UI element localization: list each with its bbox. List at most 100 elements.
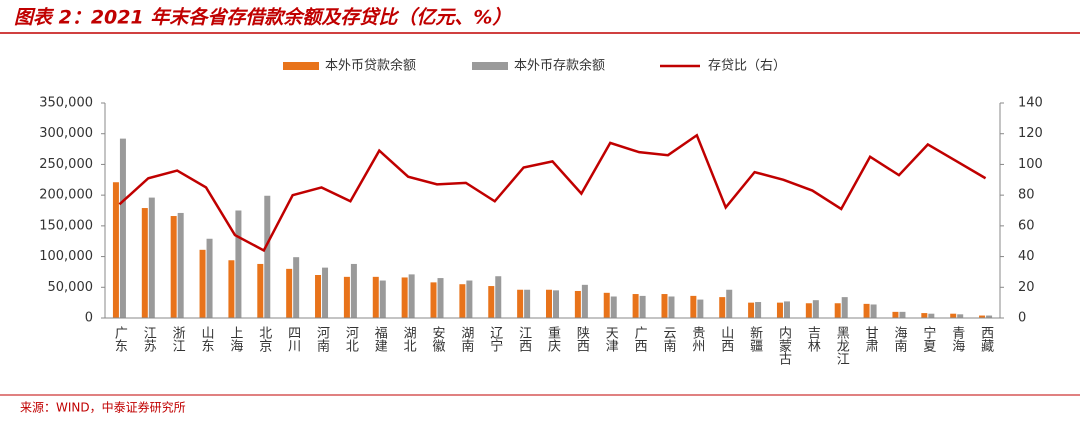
- bar: [726, 289, 733, 318]
- x-tick-label: 湖南: [458, 326, 474, 352]
- x-tick-label: 辽宁: [487, 326, 503, 352]
- bar: [264, 195, 271, 318]
- bar: [986, 315, 993, 318]
- x-tick-label: 广东: [112, 326, 128, 352]
- y2-tick-label: 0: [1018, 311, 1026, 326]
- x-tick-label: 江西: [516, 326, 532, 352]
- bar: [863, 303, 870, 318]
- bar: [408, 274, 415, 318]
- bar: [834, 303, 841, 318]
- bar: [379, 280, 386, 318]
- bar: [805, 303, 812, 318]
- bar: [812, 300, 819, 318]
- chart-title: 图表 2：2021 年末各省存借款余额及存贷比（亿元、%）: [14, 7, 511, 29]
- bar: [783, 301, 790, 318]
- bar: [495, 276, 502, 318]
- x-tick-label: 新疆: [747, 325, 763, 352]
- x-tick-label: 天津: [603, 326, 619, 352]
- legend-label: 存贷比（右）: [708, 59, 786, 74]
- y2-tick-label: 80: [1018, 188, 1035, 203]
- bar: [553, 290, 559, 318]
- x-tick-label: 江苏: [141, 326, 157, 352]
- bar: [459, 284, 466, 318]
- bar: [343, 276, 350, 318]
- x-tick-label: 上海: [227, 326, 243, 352]
- bar: [488, 286, 495, 318]
- bar: [437, 278, 444, 318]
- y2-tick-label: 120: [1018, 126, 1043, 141]
- legend-swatch: [283, 62, 319, 70]
- bar: [690, 295, 697, 318]
- bar: [293, 257, 300, 318]
- x-tick-label: 甘肃: [863, 326, 879, 352]
- bar: [632, 294, 639, 318]
- bar: [776, 302, 783, 318]
- bar: [603, 292, 610, 318]
- x-tick-label: 吉林: [805, 326, 821, 352]
- bar: [892, 311, 899, 318]
- bar: [610, 296, 617, 318]
- x-tick-label: 陕西: [574, 326, 590, 352]
- x-tick-label: 贵州: [689, 326, 705, 352]
- y-tick-label: 350,000: [39, 96, 93, 111]
- bar: [206, 238, 213, 318]
- bar: [755, 302, 762, 318]
- bar: [581, 284, 588, 318]
- bar: [466, 280, 473, 318]
- y-tick-label: 0: [85, 311, 93, 326]
- bar: [668, 296, 675, 318]
- bar: [199, 249, 206, 318]
- bar: [170, 216, 177, 318]
- bar: [921, 313, 928, 318]
- y2-tick-label: 40: [1018, 249, 1035, 264]
- x-tick-label: 重庆: [545, 325, 561, 352]
- bar: [112, 182, 119, 318]
- bar: [119, 138, 126, 318]
- bar: [719, 297, 726, 318]
- x-tick-label: 西藏: [978, 326, 994, 352]
- bar: [148, 197, 155, 318]
- bar: [524, 289, 531, 318]
- bar: [141, 208, 148, 318]
- bar: [257, 263, 264, 318]
- x-tick-label: 内蒙古: [776, 325, 792, 365]
- x-tick-label: 浙江: [170, 326, 186, 352]
- bar: [228, 260, 235, 318]
- bar: [235, 210, 242, 318]
- bar: [841, 297, 848, 318]
- y-tick-label: 50,000: [48, 280, 94, 295]
- bar: [574, 290, 581, 318]
- bar: [748, 302, 755, 318]
- x-tick-label: 四川: [285, 326, 301, 352]
- y2-tick-label: 100: [1018, 157, 1043, 172]
- bar: [950, 313, 957, 318]
- x-tick-label: 山西: [718, 326, 734, 352]
- bar: [286, 268, 293, 318]
- y-tick-label: 200,000: [39, 188, 93, 203]
- bar: [350, 263, 357, 318]
- y-tick-label: 300,000: [39, 126, 93, 141]
- bar: [322, 267, 329, 318]
- source: 来源：WIND，中泰证券研究所: [20, 400, 186, 415]
- x-tick-label: 河北: [343, 326, 359, 353]
- x-tick-label: 北京: [256, 326, 272, 352]
- bar: [401, 277, 408, 318]
- bar: [957, 314, 964, 318]
- x-tick-label: 山东: [199, 326, 215, 352]
- y-tick-label: 150,000: [39, 218, 93, 233]
- x-tick-label: 广西: [632, 326, 648, 352]
- bar: [697, 299, 704, 318]
- x-tick-label: 河南: [314, 326, 330, 352]
- x-tick-label: 宁夏: [920, 325, 936, 352]
- legend-label: 本外币贷款余额: [325, 58, 416, 74]
- bar: [639, 295, 646, 318]
- bar: [870, 304, 877, 318]
- x-tick-label: 云南: [660, 326, 676, 352]
- bar: [177, 212, 184, 318]
- y2-tick-label: 60: [1018, 218, 1035, 233]
- y2-tick-label: 20: [1018, 280, 1035, 295]
- x-tick-label: 海南: [891, 326, 907, 352]
- bar: [661, 294, 668, 318]
- y-tick-label: 100,000: [39, 249, 93, 264]
